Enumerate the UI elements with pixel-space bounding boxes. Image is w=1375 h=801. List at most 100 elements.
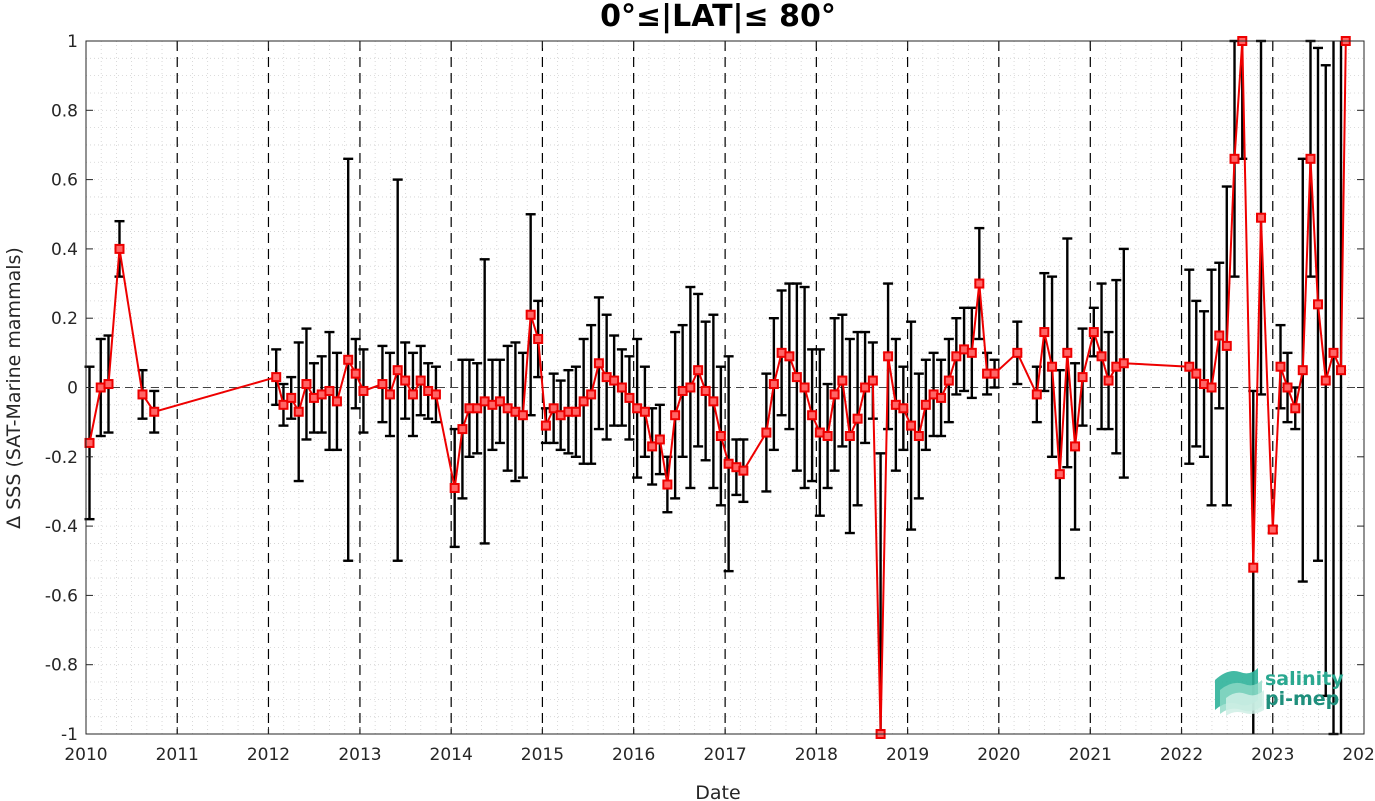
x-tick-label: 2021 xyxy=(1069,745,1112,765)
data-point-marker xyxy=(430,389,441,400)
x-tick-label: 2020 xyxy=(977,745,1020,765)
data-point-marker xyxy=(278,399,289,410)
data-point-marker xyxy=(1313,299,1324,310)
data-point-marker xyxy=(578,396,589,407)
y-tick-labels: -1 -0.8 -0.6 -0.4 -0.2 0 0.2 0.4 0.6 0.8 1 xyxy=(45,32,78,745)
data-point-marker xyxy=(1070,441,1081,452)
data-point-marker xyxy=(807,410,818,421)
data-point-marker xyxy=(822,431,833,442)
data-point-marker xyxy=(738,465,749,476)
data-point-marker xyxy=(377,379,388,390)
x-axis-label: Date xyxy=(695,782,740,801)
data-point-marker xyxy=(1184,361,1195,372)
data-point-marker xyxy=(639,406,650,417)
logo-line-2: pi-mep xyxy=(1265,688,1339,710)
data-point-marker xyxy=(586,389,597,400)
chart-title: 0°≤|LAT|≤ 80° xyxy=(600,0,836,34)
data-point-marker xyxy=(343,354,354,365)
data-point-marker xyxy=(548,403,559,414)
series-markers xyxy=(84,36,1351,739)
x-tick-label: 2015 xyxy=(521,745,564,765)
data-point-marker xyxy=(1012,347,1023,358)
y-axis-label: Δ SSS (SAT-Marine mammals) xyxy=(3,247,25,529)
data-point-marker xyxy=(301,379,312,390)
data-point-marker xyxy=(293,406,304,417)
data-point-marker xyxy=(1297,365,1308,376)
data-point-marker xyxy=(1275,361,1286,372)
data-point-marker xyxy=(1077,372,1088,383)
x-tick-label: 2010 xyxy=(64,745,107,765)
x-tick-label: 2013 xyxy=(338,745,381,765)
data-point-marker xyxy=(906,420,917,431)
data-point-marker xyxy=(570,406,581,417)
data-point-marker xyxy=(407,389,418,400)
data-point-marker xyxy=(700,385,711,396)
data-point-marker xyxy=(114,243,125,254)
data-point-marker xyxy=(974,278,985,289)
data-point-marker xyxy=(662,479,673,490)
data-point-marker xyxy=(768,379,779,390)
data-point-marker xyxy=(609,375,620,386)
data-point-marker xyxy=(1088,327,1099,338)
x-tick-label: 2011 xyxy=(156,745,199,765)
data-point-marker xyxy=(1191,368,1202,379)
data-point-marker xyxy=(449,482,460,493)
data-point-marker xyxy=(898,403,909,414)
data-point-marker xyxy=(1248,562,1259,573)
data-point-marker xyxy=(415,375,426,386)
data-point-marker xyxy=(1031,389,1042,400)
data-point-marker xyxy=(616,382,627,393)
data-point-marker xyxy=(494,396,505,407)
data-point-marker xyxy=(350,368,361,379)
data-point-marker xyxy=(989,368,1000,379)
data-point-marker xyxy=(693,365,704,376)
data-point-marker xyxy=(540,420,551,431)
data-point-marker xyxy=(715,431,726,442)
data-point-marker xyxy=(624,392,635,403)
data-point-marker xyxy=(966,347,977,358)
data-point-marker xyxy=(358,385,369,396)
y-tick-label: -0.8 xyxy=(45,656,78,676)
data-point-marker xyxy=(384,389,395,400)
data-point-marker xyxy=(1305,153,1316,164)
data-point-marker xyxy=(517,410,528,421)
data-point-marker xyxy=(400,375,411,386)
data-point-marker xyxy=(654,434,665,445)
data-point-marker xyxy=(331,396,342,407)
data-point-marker xyxy=(936,392,947,403)
data-point-marker xyxy=(286,392,297,403)
data-point-marker xyxy=(844,431,855,442)
data-point-marker xyxy=(1206,382,1217,393)
data-point-marker xyxy=(1229,153,1240,164)
x-tick-labels: 2010 2011 2012 2013 2014 2015 2016 2017 2018 2019… xyxy=(64,745,1375,765)
data-point-marker xyxy=(149,406,160,417)
data-point-marker xyxy=(472,403,483,414)
data-point-marker xyxy=(1118,358,1129,369)
data-point-marker xyxy=(837,375,848,386)
data-point-marker xyxy=(1103,375,1114,386)
data-point-marker xyxy=(84,437,95,448)
x-tick-label: 2023 xyxy=(1251,745,1294,765)
data-point-marker xyxy=(1039,327,1050,338)
y-tick-label: 0.4 xyxy=(51,240,78,260)
logo-wave-icon xyxy=(1215,668,1264,716)
data-point-marker xyxy=(670,410,681,421)
year-gridlines xyxy=(176,41,1274,734)
logo-line-1: salinity xyxy=(1265,668,1344,690)
data-point-marker xyxy=(1320,375,1331,386)
data-point-marker xyxy=(647,441,658,452)
data-point-marker xyxy=(791,372,802,383)
data-point-marker xyxy=(829,389,840,400)
data-point-marker xyxy=(525,309,536,320)
y-tick-label: 0.2 xyxy=(51,309,78,329)
data-point-marker xyxy=(867,375,878,386)
y-tick-label: 0.6 xyxy=(51,171,78,191)
data-point-marker xyxy=(324,385,335,396)
y-tick-label: 0.8 xyxy=(51,101,78,121)
data-point-marker xyxy=(799,382,810,393)
data-point-marker xyxy=(1256,212,1267,223)
data-point-marker xyxy=(392,365,403,376)
data-point-marker xyxy=(761,427,772,438)
y-tick-label: -0.4 xyxy=(45,517,78,537)
